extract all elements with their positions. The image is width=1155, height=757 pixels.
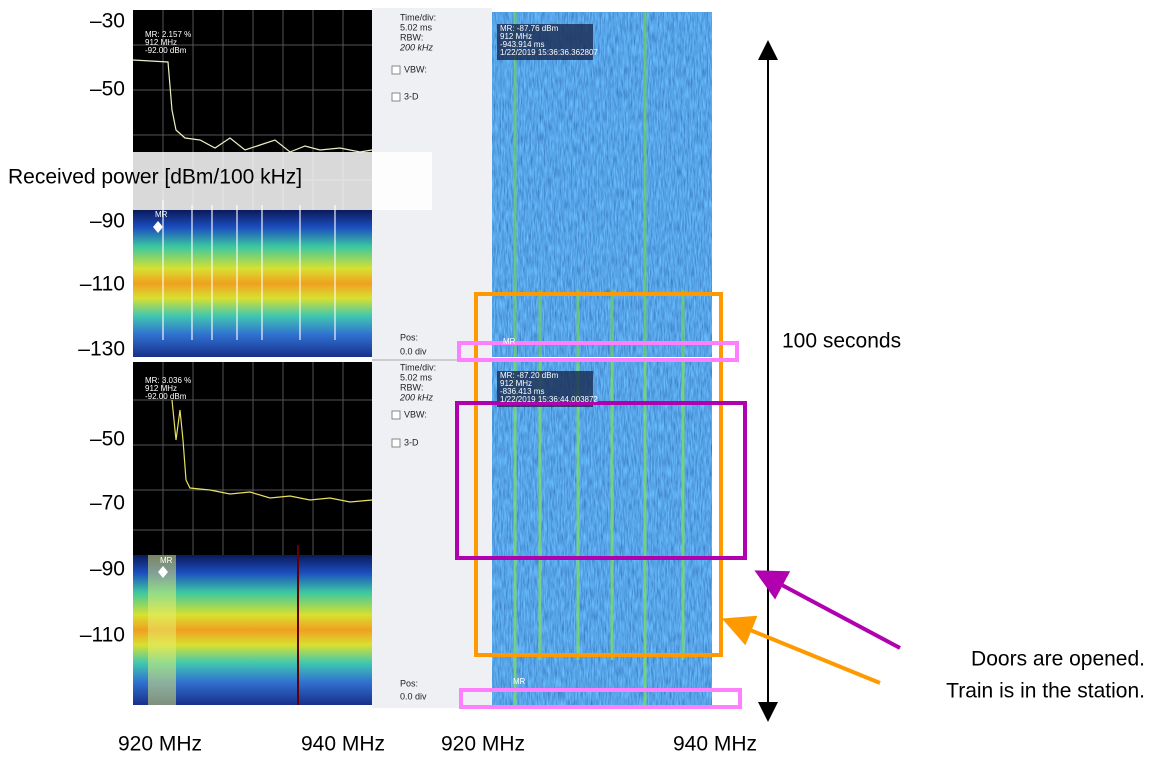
y-tick-label: –90	[90, 210, 125, 233]
marker-label: MR	[155, 210, 168, 219]
doors-label: Doors are opened.	[971, 648, 1145, 671]
y-tick-label: –30	[90, 10, 125, 33]
y-tick-label: –70	[90, 492, 125, 515]
control-label: 0.0 div	[400, 346, 427, 356]
checkbox[interactable]	[391, 65, 401, 75]
lower-spectrum	[133, 362, 373, 705]
control-label: 5.02 ms	[400, 372, 433, 382]
control-label: VBW:	[404, 64, 427, 74]
checkbox[interactable]	[391, 438, 401, 448]
waterfall-readout: 912 MHz	[500, 32, 532, 41]
y-tick-label: –90	[90, 558, 125, 581]
control-label: 3-D	[404, 437, 419, 447]
y-tick-label: –110	[80, 624, 125, 647]
marker-label: MR	[513, 677, 526, 686]
control-label: Time/div:	[400, 362, 436, 372]
y-tick-label: –50	[90, 428, 125, 451]
marker-label: MR	[503, 337, 516, 346]
duration-label: 100 seconds	[782, 330, 901, 353]
train-arrow	[721, 615, 881, 685]
waterfall-readout: 1/22/2019 15:36:44.003872	[500, 395, 598, 404]
spectrum-readout: MR: 3.036 %	[145, 376, 191, 385]
control-label: 200 kHz	[399, 392, 434, 402]
control-label: Pos:	[400, 332, 418, 342]
axis-title-box	[0, 152, 432, 210]
control-label: 5.02 ms	[400, 22, 433, 32]
lower-waterfall	[492, 362, 712, 705]
x-tick-label: 940 MHz	[301, 733, 385, 756]
spectrum-readout: 912 MHz	[145, 384, 177, 393]
x-tick-label: 920 MHz	[118, 733, 202, 756]
doors-arrow	[754, 570, 901, 650]
train-box	[474, 292, 723, 657]
control-label: RBW:	[400, 382, 423, 392]
waterfall-readout: 912 MHz	[500, 379, 532, 388]
waterfall-readout: -836.413 ms	[500, 387, 544, 396]
marker-label: MR	[160, 556, 173, 565]
checkbox[interactable]	[391, 92, 401, 102]
checkbox[interactable]	[391, 410, 401, 420]
waterfall-readout: 1/22/2019 15:36:36.362807	[500, 48, 598, 57]
axis-title: Received power [dBm/100 kHz]	[8, 166, 302, 189]
train-label: Train is in the station.	[946, 680, 1145, 703]
doors-box	[455, 401, 747, 560]
lower-marker-box	[459, 688, 742, 709]
control-label: 200 kHz	[399, 42, 434, 52]
waterfall-readout: MR: -87.20 dBm	[500, 371, 559, 380]
y-tick-label: –130	[78, 338, 125, 361]
x-tick-label: 940 MHz	[673, 733, 757, 756]
y-tick-label: –50	[90, 78, 125, 101]
control-label: 3-D	[404, 91, 419, 101]
upper-marker-box	[457, 341, 739, 362]
spectrum-readout: -92.00 dBm	[145, 392, 187, 401]
x-tick-label: 920 MHz	[441, 733, 525, 756]
waterfall-readout: -943.914 ms	[500, 40, 544, 49]
control-label: Time/div:	[400, 12, 436, 22]
waterfall-readout: MR: -87.76 dBm	[500, 24, 559, 33]
spectrum-readout: -92.00 dBm	[145, 46, 187, 55]
spectrum-readout: MR: 2.157 %	[145, 30, 191, 39]
spectrum-readout: 912 MHz	[145, 38, 177, 47]
control-label: VBW:	[404, 409, 427, 419]
control-label: Pos:	[400, 678, 418, 688]
y-tick-label: –110	[80, 273, 125, 296]
upper-waterfall	[492, 12, 712, 357]
control-label: 0.0 div	[400, 691, 427, 701]
control-label: RBW:	[400, 32, 423, 42]
